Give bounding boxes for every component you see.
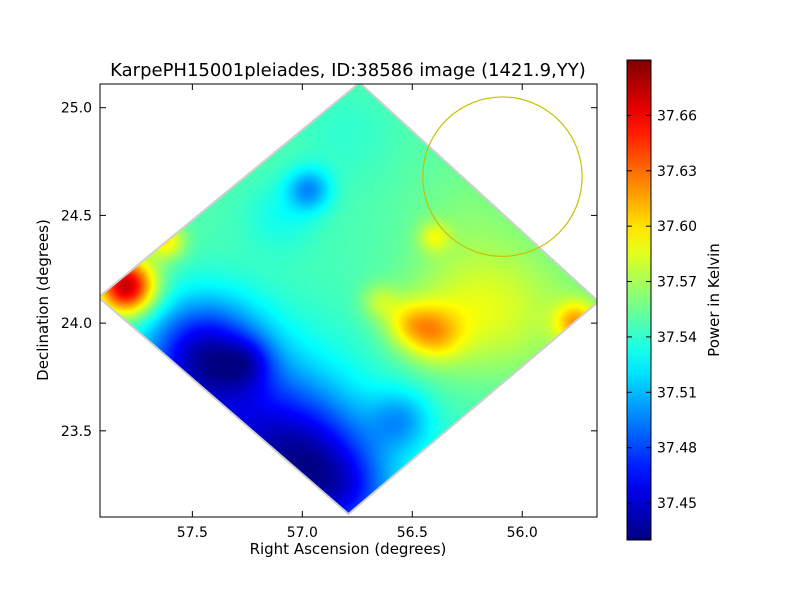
aperture-circle — [422, 96, 583, 257]
y-axis-ticks: 23.5 24.0 24.5 25.0 — [61, 101, 597, 440]
colorbar-ticks: 37.45 37.48 37.51 37.54 37.57 37.60 37.63 37.66 — [627, 108, 697, 512]
colorbar-tick-label: 37.60 — [657, 219, 697, 235]
colorbar-tick-label: 37.63 — [657, 164, 697, 180]
x-tick-label: 56.0 — [507, 525, 538, 541]
chart-title: KarpePH15001pleiades, ID:38586 image (14… — [110, 60, 586, 81]
colorbar-tick-label: 37.45 — [657, 496, 697, 512]
colorbar-label: Power in Kelvin — [705, 243, 723, 357]
x-tick-label: 57.0 — [287, 525, 318, 541]
colorbar-tick-label: 37.48 — [657, 441, 697, 457]
y-axis-label: Declination (degrees) — [34, 219, 52, 381]
x-axis-label: Right Ascension (degrees) — [250, 540, 447, 558]
y-tick-label: 23.5 — [61, 424, 92, 440]
x-tick-label: 56.5 — [397, 525, 428, 541]
colorbar-tick-label: 37.54 — [657, 330, 697, 346]
x-axis-ticks: 57.5 57.0 56.5 56.0 — [177, 84, 538, 541]
plot-area — [100, 84, 597, 517]
colorbar-tick-label: 37.57 — [657, 275, 697, 291]
y-tick-label: 24.5 — [61, 208, 92, 224]
colorbar-tick-label: 37.66 — [657, 108, 697, 124]
colorbar-gradient — [626, 59, 652, 541]
x-tick-label: 57.5 — [177, 525, 208, 541]
colorbar-tick-label: 37.51 — [657, 385, 697, 401]
colorbar: 37.45 37.48 37.51 37.54 37.57 37.60 37.63 37.66… — [626, 59, 723, 541]
y-tick-label: 25.0 — [61, 101, 92, 117]
y-tick-label: 24.0 — [61, 316, 92, 332]
plot-frame — [99, 83, 598, 518]
